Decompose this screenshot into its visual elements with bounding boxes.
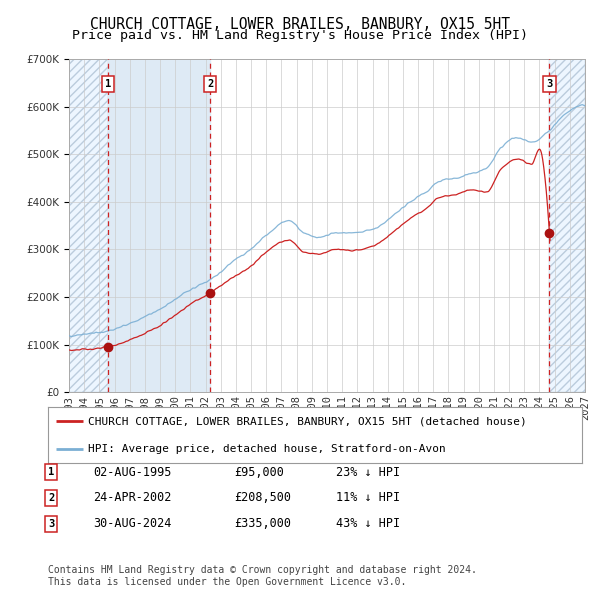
Text: 1: 1: [105, 79, 111, 89]
Text: CHURCH COTTAGE, LOWER BRAILES, BANBURY, OX15 5HT (detached house): CHURCH COTTAGE, LOWER BRAILES, BANBURY, …: [88, 416, 527, 426]
Text: Price paid vs. HM Land Registry's House Price Index (HPI): Price paid vs. HM Land Registry's House …: [72, 30, 528, 42]
Text: 3: 3: [547, 79, 553, 89]
Bar: [550, 59, 585, 392]
Text: 2: 2: [207, 79, 214, 89]
Text: 24-APR-2002: 24-APR-2002: [93, 491, 172, 504]
Text: 30-AUG-2024: 30-AUG-2024: [93, 517, 172, 530]
Text: £208,500: £208,500: [234, 491, 291, 504]
Text: Contains HM Land Registry data © Crown copyright and database right 2024.
This d: Contains HM Land Registry data © Crown c…: [48, 565, 477, 587]
Text: CHURCH COTTAGE, LOWER BRAILES, BANBURY, OX15 5HT: CHURCH COTTAGE, LOWER BRAILES, BANBURY, …: [90, 17, 510, 31]
Text: 23% ↓ HPI: 23% ↓ HPI: [336, 466, 400, 478]
Bar: [550, 59, 585, 392]
Bar: [69, 59, 108, 392]
Bar: [108, 59, 210, 392]
Text: HPI: Average price, detached house, Stratford-on-Avon: HPI: Average price, detached house, Stra…: [88, 444, 446, 454]
Text: 11% ↓ HPI: 11% ↓ HPI: [336, 491, 400, 504]
Text: 02-AUG-1995: 02-AUG-1995: [93, 466, 172, 478]
Text: 1: 1: [48, 467, 54, 477]
Bar: [69, 59, 108, 392]
Text: 3: 3: [48, 519, 54, 529]
Text: 2: 2: [48, 493, 54, 503]
Text: 43% ↓ HPI: 43% ↓ HPI: [336, 517, 400, 530]
Text: £95,000: £95,000: [234, 466, 284, 478]
Text: £335,000: £335,000: [234, 517, 291, 530]
